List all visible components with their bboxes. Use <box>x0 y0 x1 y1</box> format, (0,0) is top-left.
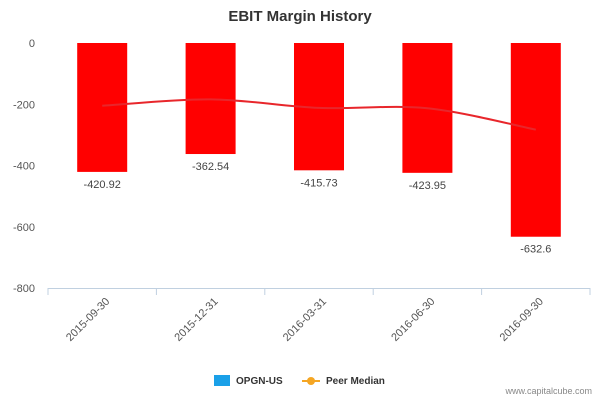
data-label: -632.6 <box>520 244 551 256</box>
legend-label-peer-median: Peer Median <box>326 376 385 387</box>
x-axis: 2015-09-30 2015-12-31 2016-03-31 2016-06-30… <box>47 288 591 344</box>
y-tick-label: -200 <box>13 99 35 111</box>
legend-swatch-opgn <box>214 375 230 386</box>
peer-median-line <box>102 98 536 131</box>
legend-label-opgn: OPGN-US <box>236 376 283 387</box>
y-tick-label: -600 <box>13 222 35 234</box>
x-tick-label: 2016-06-30 <box>389 296 437 344</box>
data-label: -423.95 <box>409 180 446 192</box>
bars <box>77 43 561 237</box>
data-label: -420.92 <box>84 179 121 191</box>
y-tick-label: 0 <box>29 38 35 50</box>
x-tick-label: 2015-09-30 <box>64 296 112 344</box>
y-tick-label: -800 <box>13 283 35 295</box>
bar-2016-09-30[interactable] <box>510 43 561 237</box>
legend-item-opgn[interactable]: OPGN-US <box>214 375 283 387</box>
x-tick-label: 2016-09-30 <box>498 296 546 344</box>
y-axis: 0 -200 -400 -600 -800 <box>13 38 35 295</box>
x-tick-label: 2015-12-31 <box>172 296 220 344</box>
y-tick-label: -400 <box>13 161 35 173</box>
legend-item-peer-median[interactable]: Peer Median <box>302 376 385 387</box>
bar-2015-09-30[interactable] <box>77 43 128 172</box>
data-label: -362.54 <box>192 161 229 173</box>
data-labels: -420.92 -362.54 -415.73 -423.95 -632.6 <box>84 161 552 256</box>
credit-text: www.capitalcube.com <box>504 386 592 396</box>
legend-marker-peer-median <box>307 377 315 385</box>
chart-title: EBIT Margin History <box>228 8 372 25</box>
data-label: -415.73 <box>300 177 337 189</box>
legend: OPGN-US Peer Median <box>214 375 385 387</box>
x-tick-label: 2016-03-31 <box>281 296 329 344</box>
peer-median-line-layer <box>102 98 536 131</box>
